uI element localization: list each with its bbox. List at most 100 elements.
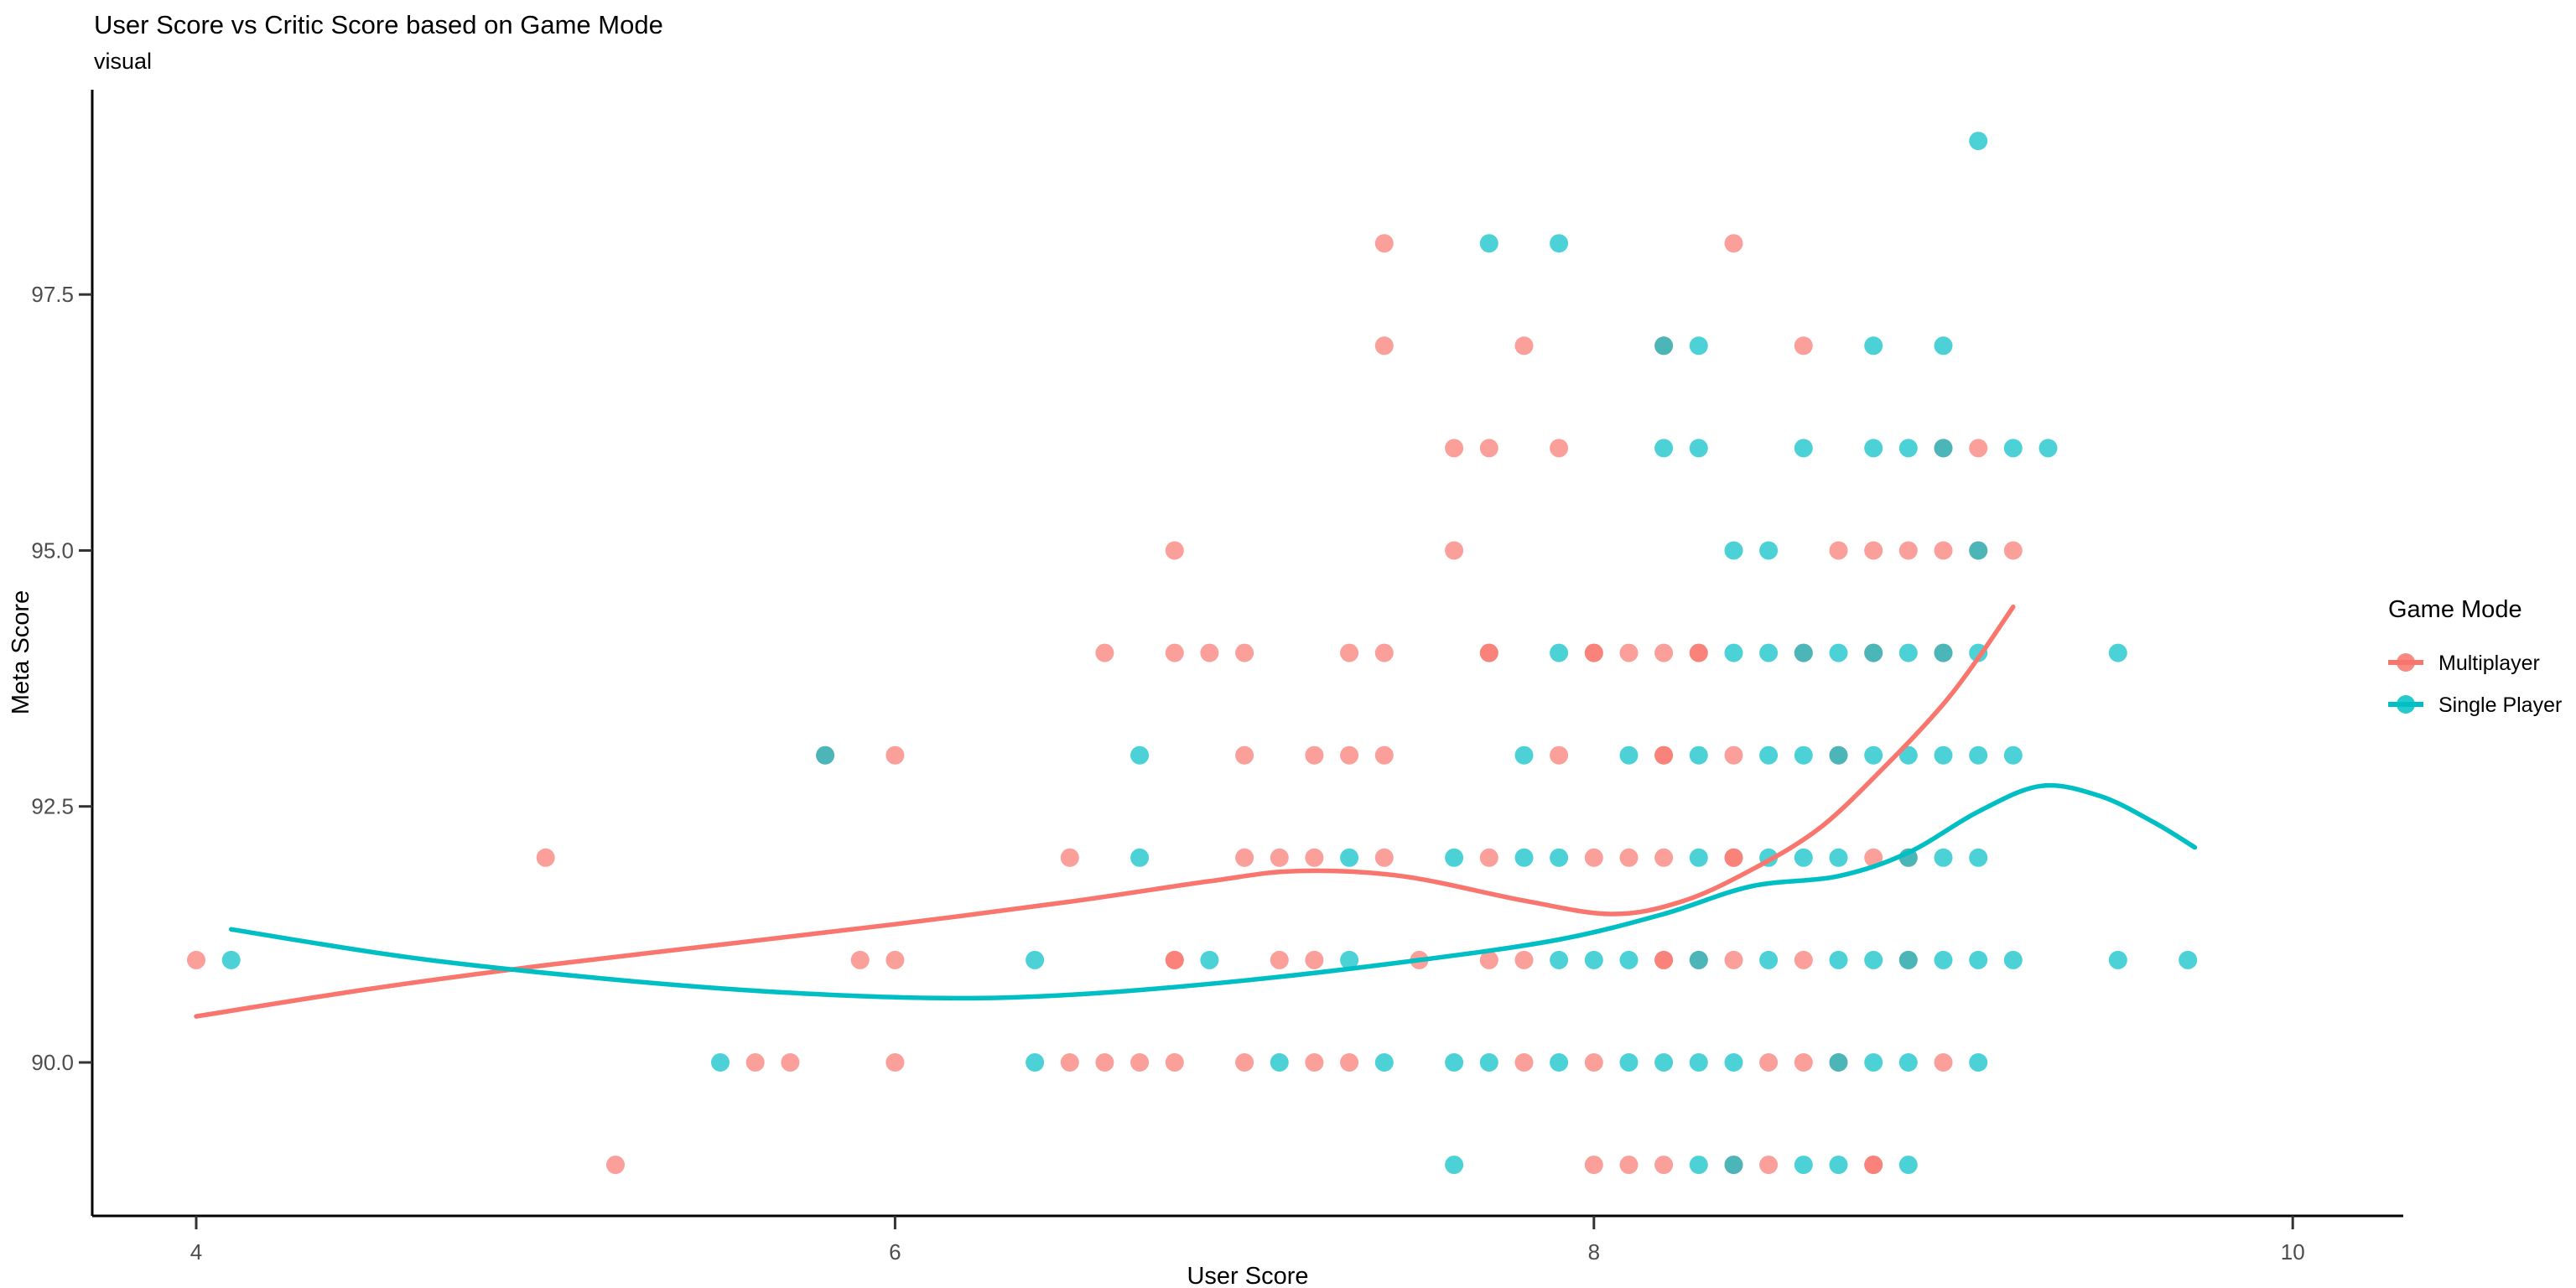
data-point bbox=[1550, 848, 1569, 867]
data-point bbox=[2108, 950, 2127, 969]
legend-label: Single Player bbox=[2438, 693, 2562, 717]
legend-key-point bbox=[2397, 653, 2415, 672]
data-point bbox=[1724, 1156, 1743, 1175]
data-point bbox=[1305, 1053, 1324, 1072]
data-point bbox=[1654, 439, 1674, 458]
data-point bbox=[1235, 848, 1254, 867]
data-point bbox=[1514, 745, 1534, 765]
data-point bbox=[1654, 643, 1674, 662]
data-point bbox=[1619, 1053, 1639, 1072]
data-point bbox=[1898, 541, 1918, 560]
data-point bbox=[1724, 643, 1743, 662]
data-point bbox=[1969, 950, 1988, 969]
data-point bbox=[1724, 234, 1743, 253]
y-tick-label: 92.5 bbox=[31, 794, 74, 819]
data-point bbox=[781, 1053, 800, 1072]
chart-title: User Score vs Critic Score based on Game… bbox=[94, 10, 663, 39]
data-point bbox=[1969, 745, 1988, 765]
data-point bbox=[1934, 643, 1953, 662]
data-point bbox=[1934, 439, 1953, 458]
legend-label: Multiplayer bbox=[2438, 652, 2540, 675]
data-point bbox=[1270, 950, 1289, 969]
data-point bbox=[1794, 439, 1813, 458]
data-point bbox=[1550, 745, 1569, 765]
data-point bbox=[1200, 643, 1219, 662]
data-point bbox=[1898, 745, 1918, 765]
data-point bbox=[1235, 745, 1254, 765]
data-point bbox=[1759, 643, 1779, 662]
data-point bbox=[1619, 745, 1639, 765]
data-point bbox=[1340, 1053, 1359, 1072]
data-point bbox=[1165, 1053, 1184, 1072]
data-point bbox=[1794, 1053, 1813, 1072]
data-point bbox=[1864, 745, 1883, 765]
data-point bbox=[2003, 541, 2023, 560]
data-point bbox=[2108, 643, 2127, 662]
data-point bbox=[1270, 848, 1289, 867]
data-point bbox=[886, 1053, 905, 1072]
data-point bbox=[886, 745, 905, 765]
data-point bbox=[850, 950, 870, 969]
data-point bbox=[1864, 643, 1883, 662]
data-point bbox=[1689, 745, 1708, 765]
data-point bbox=[1374, 848, 1394, 867]
data-point bbox=[1794, 950, 1813, 969]
data-point bbox=[1898, 1156, 1918, 1175]
data-point bbox=[1934, 1053, 1953, 1072]
data-point bbox=[1689, 1053, 1708, 1072]
data-point bbox=[1689, 1156, 1708, 1175]
smooth-lines-layer bbox=[194, 604, 2198, 1019]
x-tick-label: 8 bbox=[1588, 1239, 1600, 1265]
data-point bbox=[1654, 745, 1674, 765]
data-point bbox=[1794, 745, 1813, 765]
data-point bbox=[1689, 848, 1708, 867]
smooth-line-multiplayer bbox=[194, 604, 2016, 1019]
data-point bbox=[1654, 1156, 1674, 1175]
data-point bbox=[221, 950, 241, 969]
data-point bbox=[1305, 950, 1324, 969]
data-point bbox=[1026, 1053, 1045, 1072]
data-point bbox=[1165, 950, 1184, 969]
data-point bbox=[1654, 336, 1674, 356]
data-point bbox=[1165, 541, 1184, 560]
data-point bbox=[1060, 1053, 1079, 1072]
data-point bbox=[1235, 643, 1254, 662]
data-point bbox=[1200, 950, 1219, 969]
data-point bbox=[1340, 950, 1359, 969]
data-point bbox=[1550, 234, 1569, 253]
data-point bbox=[1514, 848, 1534, 867]
data-point bbox=[1759, 950, 1779, 969]
data-point bbox=[1759, 745, 1779, 765]
data-point bbox=[1969, 848, 1988, 867]
data-point bbox=[1969, 132, 1988, 151]
data-point bbox=[1724, 541, 1743, 560]
legend-entry-multiplayer: Multiplayer bbox=[2388, 652, 2540, 675]
data-point bbox=[1550, 439, 1569, 458]
data-point bbox=[1969, 1053, 1988, 1072]
data-point bbox=[1584, 848, 1603, 867]
data-point bbox=[1479, 950, 1498, 969]
data-point bbox=[1934, 848, 1953, 867]
data-point bbox=[1934, 541, 1953, 560]
data-point bbox=[1864, 950, 1883, 969]
data-point bbox=[1445, 439, 1464, 458]
data-point bbox=[1794, 1156, 1813, 1175]
points-layer bbox=[187, 132, 2198, 1175]
data-point bbox=[1689, 643, 1708, 662]
data-point bbox=[1934, 950, 1953, 969]
data-point bbox=[1829, 643, 1848, 662]
data-point bbox=[1095, 643, 1114, 662]
data-point bbox=[1759, 1156, 1779, 1175]
data-point bbox=[1724, 848, 1743, 867]
data-point bbox=[2038, 439, 2058, 458]
x-tick-label: 4 bbox=[190, 1239, 202, 1265]
data-point bbox=[1479, 1053, 1498, 1072]
data-point bbox=[1829, 541, 1848, 560]
smooth-line-single-player bbox=[228, 782, 2198, 1001]
data-point bbox=[1445, 541, 1464, 560]
data-point bbox=[2003, 439, 2023, 458]
data-point bbox=[1689, 439, 1708, 458]
data-point bbox=[1514, 1053, 1534, 1072]
